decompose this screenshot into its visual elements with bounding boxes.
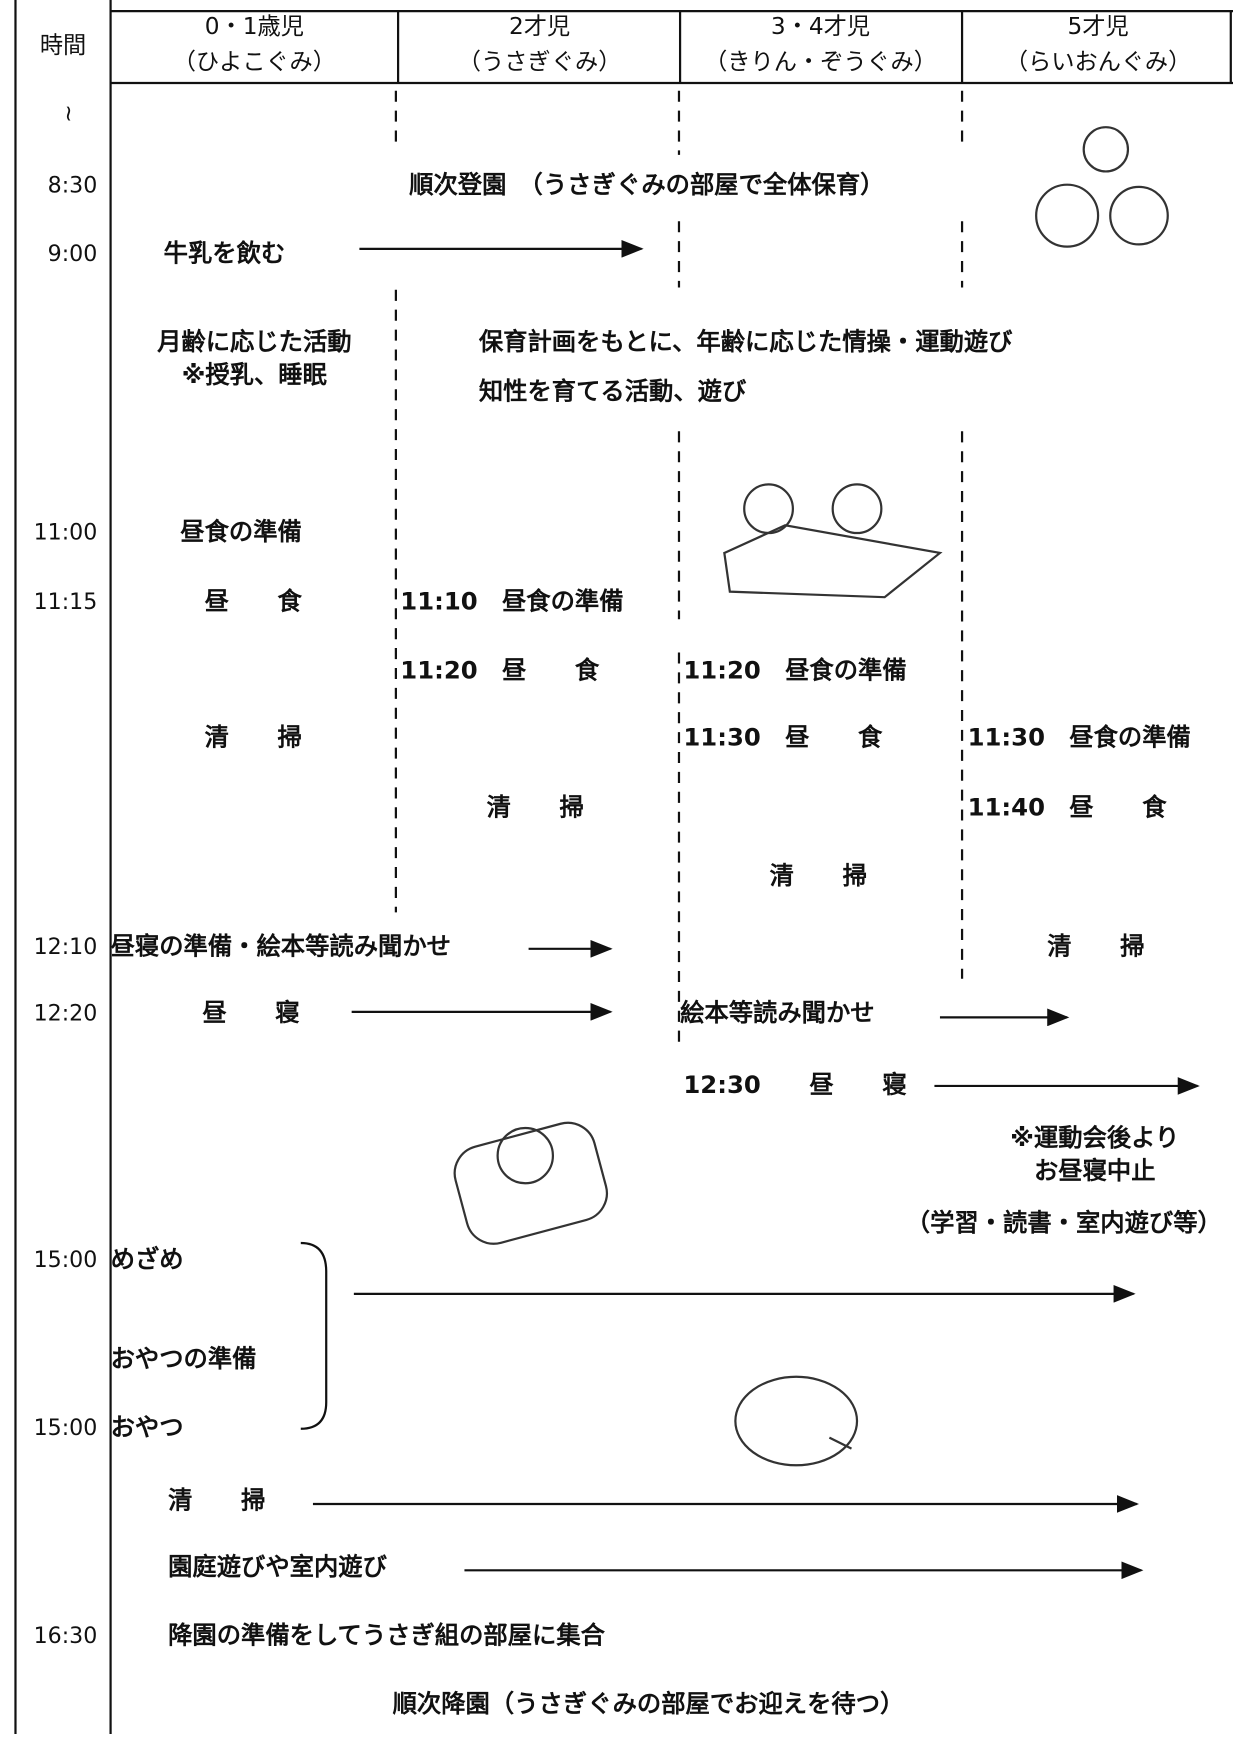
time-label: 9:00 xyxy=(48,241,98,267)
schedule-entry: 昼食の準備 xyxy=(180,517,302,546)
schedule-entry: ※運動会後より xyxy=(1010,1123,1179,1152)
illustrations xyxy=(453,126,1169,1467)
column-group: （ひよこぐみ） xyxy=(173,49,336,76)
schedule-entry: 11:30 昼 食 xyxy=(683,723,883,752)
schedule-entry: 清 掃 xyxy=(205,723,302,752)
schedule-entry: お昼寝中止 xyxy=(1034,1156,1156,1185)
schedule-entry: 清 掃 xyxy=(487,792,584,821)
schedule-entry: 知性を育てる活動、遊び xyxy=(479,377,747,406)
column-name: 3・4才児 xyxy=(771,13,870,40)
schedule-entry: （学習・読書・室内遊び等） xyxy=(906,1208,1222,1237)
schedule-entry: めざめ xyxy=(111,1245,184,1274)
column-name: 0・1歳児 xyxy=(205,13,304,40)
time-label: 11:15 xyxy=(34,589,98,615)
column-dividers xyxy=(394,90,964,1046)
schedule-entry: 清 掃 xyxy=(1047,932,1144,961)
schedule-entry: 清 掃 xyxy=(168,1486,265,1515)
schedule-entry: 昼寝の準備・絵本等読み聞かせ xyxy=(111,932,451,961)
schedule-entry: 昼 食 xyxy=(205,587,303,616)
time-label: ≀ xyxy=(64,100,72,126)
schedule-entry: 園庭遊びや室内遊び xyxy=(168,1552,388,1581)
bracket xyxy=(300,1241,328,1430)
schedule-entry: 牛乳を飲む xyxy=(164,238,286,267)
schedule-entry: 11:20 昼食の準備 xyxy=(683,655,906,684)
schedule-entry: おやつ xyxy=(111,1413,184,1442)
time-label: 12:10 xyxy=(34,934,98,960)
time-label: 8:30 xyxy=(48,172,98,198)
time-label: 15:00 xyxy=(34,1247,98,1273)
schedule-entry: 降園の準備をしてうさぎ組の部屋に集合 xyxy=(168,1621,606,1650)
arrows xyxy=(312,239,1200,1580)
schedule-entry: 11:10 昼食の準備 xyxy=(400,587,623,616)
column-group: （らいおんぐみ） xyxy=(1005,49,1191,76)
column-group: （きりん・ぞうぐみ） xyxy=(704,49,937,76)
schedule-entry: 昼 寝 xyxy=(202,998,300,1027)
time-label: 16:30 xyxy=(34,1623,98,1649)
schedule-entry: 月齢に応じた活動 xyxy=(156,327,352,356)
column-name: 5才児 xyxy=(1067,13,1128,40)
column-name: 2才児 xyxy=(509,13,570,40)
schedule-entry: 12:30 昼 寝 xyxy=(683,1070,907,1099)
schedule-entry: 保育計画をもとに、年齢に応じた情操・運動遊び xyxy=(478,327,1013,356)
schedule-entry: 11:40 昼 食 xyxy=(968,792,1168,821)
time-label: 11:00 xyxy=(34,520,98,546)
schedule-entry: 絵本等読み聞かせ xyxy=(680,998,875,1027)
time-label: 12:20 xyxy=(34,1001,98,1027)
time-label: 15:00 xyxy=(34,1415,98,1441)
schedule-entry: 11:30 昼食の準備 xyxy=(968,723,1191,752)
schedule-entry: おやつの準備 xyxy=(111,1344,257,1373)
schedule-entry: 順次降園（うさぎぐみの部屋でお迎えを待つ） xyxy=(393,1689,905,1718)
schedule-entry: 順次登園 （うさぎぐみの部屋で全体保育） xyxy=(409,170,884,199)
schedule-entry: 清 掃 xyxy=(770,861,867,890)
time-header: 時間 xyxy=(40,32,86,59)
column-group: （うさぎぐみ） xyxy=(458,49,622,76)
schedule-entry: 11:20 昼 食 xyxy=(400,655,600,684)
schedule-entry: ※授乳、睡眠 xyxy=(182,360,328,389)
table-frame xyxy=(14,0,1233,1734)
